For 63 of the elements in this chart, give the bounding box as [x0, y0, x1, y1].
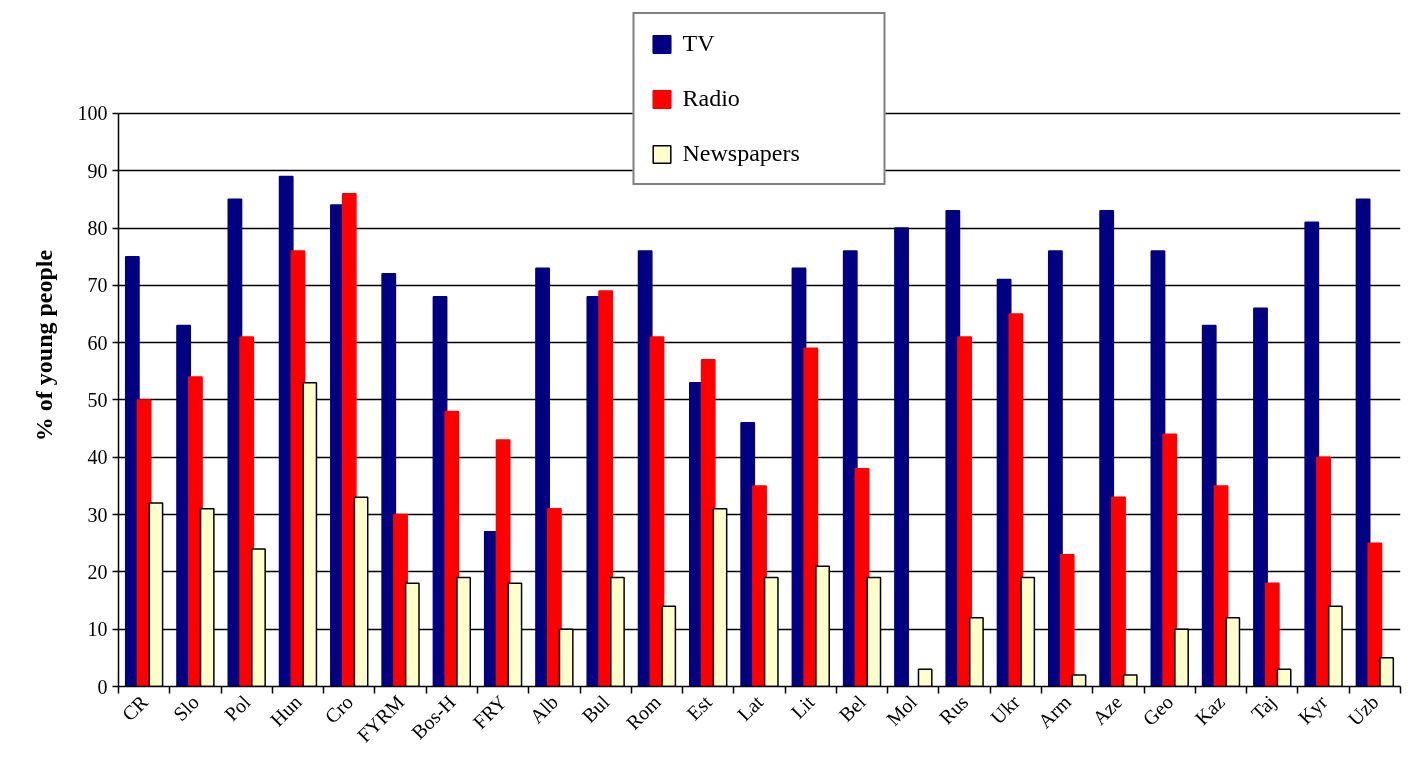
- x-tick-label: Lit: [786, 690, 819, 723]
- bar: [341, 192, 357, 687]
- x-tick-label: Taj: [1246, 690, 1281, 725]
- bar: [1264, 582, 1280, 687]
- y-tick-label: 70: [87, 274, 108, 297]
- bar: [381, 273, 397, 687]
- x-tick-label: Rom: [621, 690, 666, 734]
- x-tick-label: Ukr: [986, 690, 1024, 729]
- x-tick-label: Lat: [732, 690, 768, 726]
- y-tick-label: 20: [87, 560, 108, 583]
- bar: [1162, 433, 1178, 687]
- bar: [700, 359, 716, 687]
- y-tick-label: 0: [97, 675, 108, 698]
- y-tick-label: 90: [87, 159, 108, 182]
- y-tick-label: 100: [77, 102, 108, 125]
- bar: [842, 250, 858, 687]
- bar: [1367, 542, 1383, 687]
- x-tick-label: Uzb: [1343, 690, 1383, 730]
- bar: [1316, 456, 1331, 687]
- bar: [1111, 496, 1126, 687]
- x-tick-label: Arm: [1033, 690, 1076, 733]
- x-tick-label: Bel: [834, 690, 871, 726]
- bar: [957, 336, 973, 687]
- x-tick-label: Rus: [934, 690, 973, 729]
- bar: [444, 410, 460, 687]
- x-tick-label: Kaz: [1190, 690, 1229, 730]
- x-tick-label: Alb: [525, 690, 563, 728]
- y-tick-label: 40: [87, 446, 108, 469]
- bar: [1008, 313, 1024, 687]
- legend-label: Newspapers: [682, 140, 801, 167]
- bar: [1099, 210, 1115, 687]
- bar: [546, 508, 562, 687]
- x-tick-label: Mol: [881, 690, 922, 730]
- x-tick-label: Hun: [265, 690, 306, 731]
- y-tick-label: 60: [87, 331, 108, 354]
- bar: [1059, 553, 1075, 687]
- bar: [495, 439, 511, 687]
- x-tick-label: Geo: [1138, 690, 1178, 730]
- bar: [535, 267, 550, 687]
- bar: [803, 347, 819, 687]
- bar: [598, 290, 614, 687]
- bar: [1253, 307, 1268, 687]
- y-tick-label: 10: [87, 618, 108, 641]
- x-tick-label: CR: [117, 690, 153, 726]
- bar: [649, 336, 665, 687]
- bar: [894, 227, 909, 687]
- x-tick-label: Cro: [320, 690, 358, 728]
- x-tick-label: Kyr: [1293, 690, 1333, 729]
- y-tick-label: 30: [87, 503, 108, 526]
- x-tick-label: Pol: [220, 690, 255, 726]
- x-tick-label: Est: [682, 690, 717, 725]
- bar: [752, 485, 767, 687]
- x-tick-label: Slo: [168, 690, 204, 726]
- bar: [1201, 324, 1217, 687]
- bar: [1047, 250, 1063, 687]
- legend-label: TV: [682, 30, 716, 57]
- legend-label: Radio: [682, 85, 741, 112]
- y-axis-title: % of young people: [30, 249, 57, 442]
- x-tick-label: Aze: [1087, 690, 1127, 730]
- y-tick-label: 80: [87, 217, 108, 240]
- x-tick-label: Bul: [577, 690, 614, 727]
- y-tick-label: 50: [87, 388, 108, 411]
- bar: [239, 336, 255, 687]
